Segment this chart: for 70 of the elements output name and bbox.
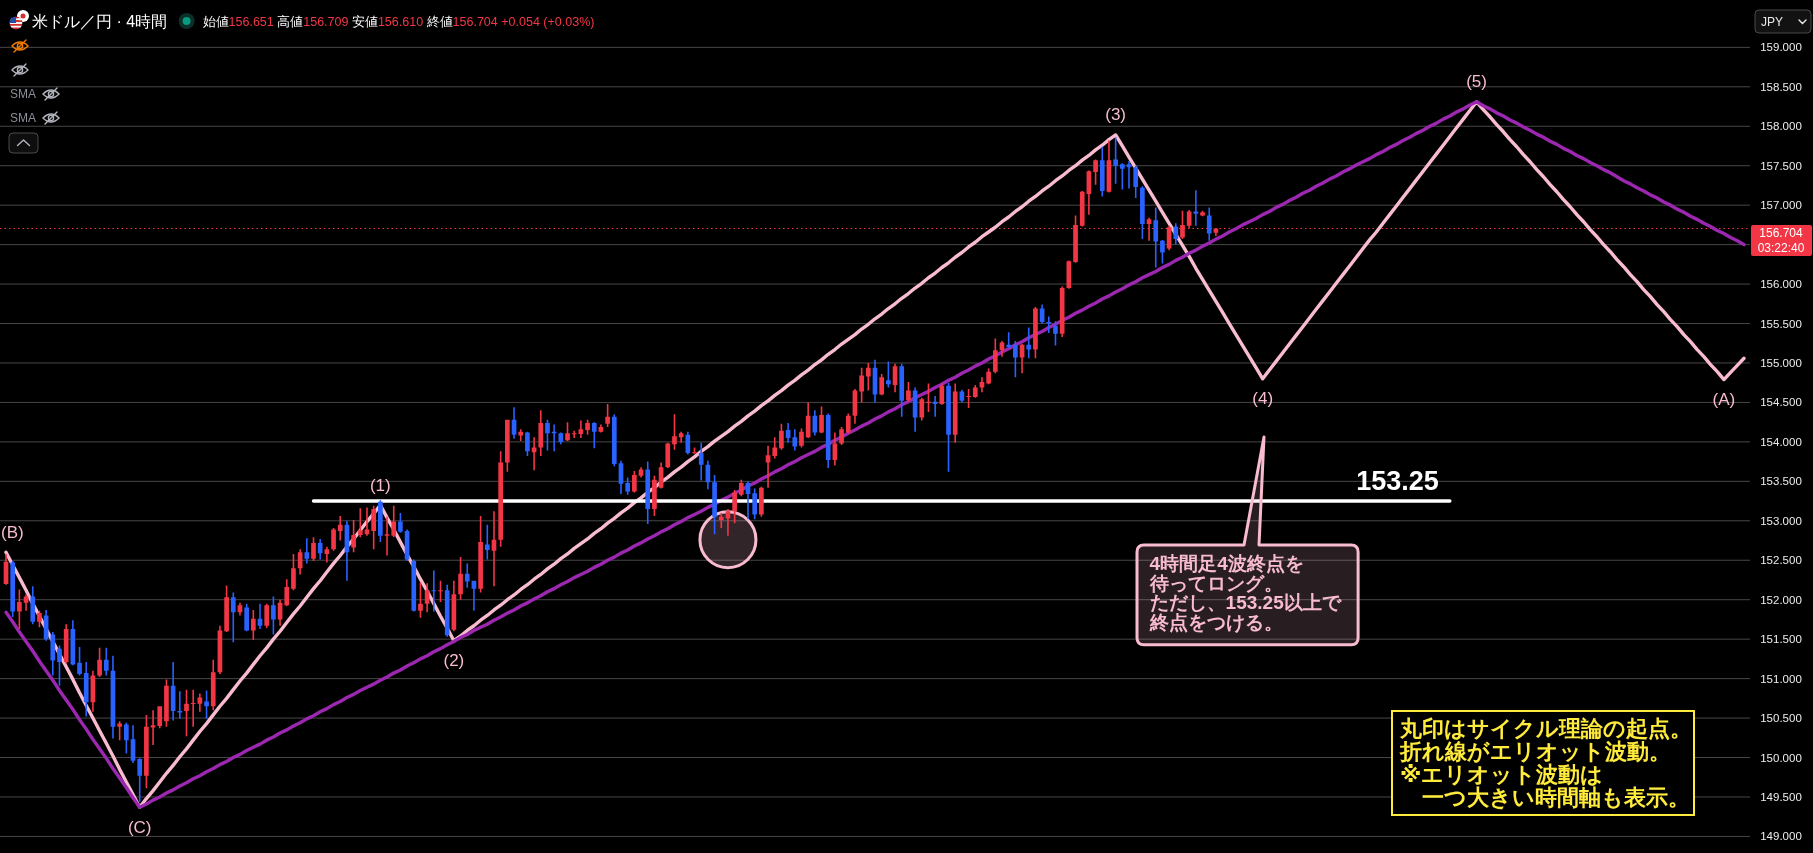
candlestick <box>591 422 597 449</box>
candlestick <box>190 689 196 727</box>
candlestick <box>357 508 363 538</box>
data-label: 153.25 <box>1356 466 1439 497</box>
candlestick <box>698 442 704 481</box>
y-tick-label: 156.000 <box>1760 278 1802 291</box>
annotation: SMA <box>10 111 37 125</box>
candlestick <box>1153 207 1159 268</box>
annotation: (3) <box>1105 105 1127 125</box>
y-tick-label: 151.500 <box>1760 633 1802 646</box>
y-tick-label: 158.500 <box>1760 80 1802 93</box>
candlestick <box>364 507 370 536</box>
annotation: SMA <box>10 87 37 101</box>
candlestick <box>792 429 798 451</box>
candlestick <box>137 758 143 802</box>
y-tick-label: 154.000 <box>1760 435 1802 448</box>
ref-line-label: 156.704 <box>1759 225 1804 240</box>
y-tick-label: 159.000 <box>1760 41 1802 54</box>
text: 始値156.651 高値156.709 安値156.610 終値156.704 +0.054 (+0.03%) <box>202 15 595 29</box>
y-tick-label: 150.500 <box>1760 712 1802 725</box>
text: 03:22:40 <box>1757 241 1805 256</box>
y-tick-label: 155.000 <box>1760 356 1802 369</box>
y-tick-label: 150.000 <box>1760 751 1802 764</box>
candlestick <box>1193 190 1199 226</box>
candlestick <box>571 430 577 438</box>
y-tick-label: 149.500 <box>1760 790 1802 803</box>
candlestick <box>103 647 109 676</box>
candlestick <box>718 512 724 528</box>
candlestick <box>230 592 236 643</box>
y-tick-label: 149.000 <box>1760 830 1802 843</box>
y-tick-label: 153.500 <box>1760 475 1802 488</box>
candlestick <box>932 396 938 417</box>
annotation: (1) <box>369 475 391 495</box>
annotation: (4) <box>1252 389 1274 409</box>
annotation: (B) <box>0 522 24 542</box>
text: 米ドル／円 · 4時間 <box>32 13 168 30</box>
candlestick <box>484 524 490 560</box>
candlestick <box>1026 327 1032 359</box>
y-tick-label: 152.000 <box>1760 593 1802 606</box>
y-axis-title: JPY <box>1761 15 1784 29</box>
annotation: (A) <box>1712 390 1736 410</box>
candlestick <box>551 424 557 452</box>
candlestick <box>384 516 390 556</box>
candlestick <box>518 429 524 442</box>
candlestick <box>1126 160 1132 189</box>
candlestick <box>1046 316 1052 333</box>
candlestick <box>491 511 497 587</box>
candlestick <box>337 516 343 541</box>
candlestick <box>150 710 156 745</box>
candlestick <box>772 437 778 459</box>
annotation: 4時間足4波終点を待ってロング。ただし、153.25以上で終点をつける。 <box>1148 553 1342 633</box>
y-tick-label: 151.000 <box>1760 672 1802 685</box>
candlestick <box>177 691 183 719</box>
y-tick-label: 158.000 <box>1760 120 1802 133</box>
candlestick <box>531 437 537 471</box>
annotation: (5) <box>1466 72 1487 92</box>
y-tick-label: 153.000 <box>1760 514 1802 527</box>
line-series <box>4 100 1746 809</box>
candlestick <box>304 538 310 564</box>
y-tick-label: 155.500 <box>1760 317 1802 330</box>
y-tick-label: 157.500 <box>1760 159 1802 172</box>
candlestick <box>464 563 470 588</box>
y-tick-label: 152.500 <box>1760 554 1802 567</box>
y-tick-label: 157.000 <box>1760 199 1802 212</box>
annotation: (C) <box>127 817 152 837</box>
candlestick <box>765 445 771 488</box>
y-tick-label: 154.500 <box>1760 396 1802 409</box>
candlestick <box>431 570 437 612</box>
annotation: (2) <box>443 651 465 671</box>
candlestick <box>1146 217 1152 241</box>
